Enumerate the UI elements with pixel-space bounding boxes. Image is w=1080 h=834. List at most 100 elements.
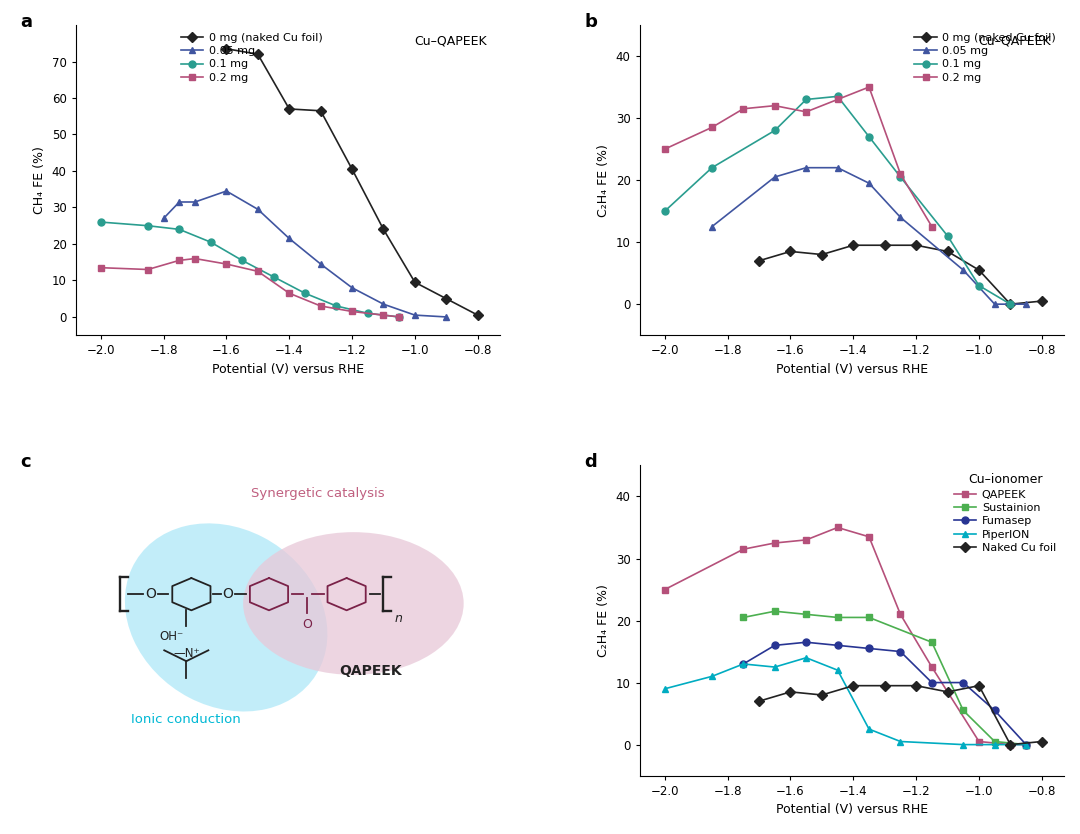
Line: PiperlON: PiperlON <box>661 655 1029 748</box>
0.2 mg <box>799 107 812 117</box>
0 mg (naked Cu foil) <box>972 265 985 275</box>
Text: O: O <box>222 587 233 601</box>
0 mg (naked Cu foil) <box>909 240 922 250</box>
Text: d: d <box>584 453 597 471</box>
X-axis label: Potential (V) versus RHE: Potential (V) versus RHE <box>775 363 928 376</box>
QAPEEK <box>894 610 907 620</box>
Naked Cu foil <box>972 681 985 691</box>
0.2 mg <box>926 222 939 232</box>
0.05 mg <box>157 214 170 224</box>
Line: 0.1 mg: 0.1 mg <box>661 93 1014 308</box>
Naked Cu foil <box>847 681 860 691</box>
Y-axis label: CH₄ FE (%): CH₄ FE (%) <box>33 146 46 214</box>
0 mg (naked Cu foil) <box>408 277 421 287</box>
PiperlON <box>832 666 845 676</box>
0.05 mg <box>832 163 845 173</box>
Legend: 0 mg (naked Cu foil), 0.05 mg, 0.1 mg, 0.2 mg: 0 mg (naked Cu foil), 0.05 mg, 0.1 mg, 0… <box>913 31 1058 85</box>
0.05 mg <box>863 178 876 188</box>
0 mg (naked Cu foil) <box>753 256 766 266</box>
0 mg (naked Cu foil) <box>847 240 860 250</box>
0.2 mg <box>768 101 781 111</box>
Line: 0 mg (naked Cu foil): 0 mg (naked Cu foil) <box>756 242 1045 308</box>
Sustainion <box>1020 740 1032 750</box>
Y-axis label: C₂H₄ FE (%): C₂H₄ FE (%) <box>597 143 610 217</box>
0.1 mg <box>799 94 812 104</box>
Fumasep <box>737 659 750 669</box>
0 mg (naked Cu foil) <box>283 104 296 114</box>
Text: Cu–QAPEEK: Cu–QAPEEK <box>415 34 487 48</box>
0.1 mg <box>94 217 107 227</box>
0.05 mg <box>440 312 453 322</box>
Naked Cu foil <box>1036 736 1049 746</box>
0.2 mg <box>393 312 406 322</box>
Fumasep <box>799 637 812 647</box>
PiperlON <box>659 684 672 694</box>
Naked Cu foil <box>815 690 828 700</box>
0.05 mg <box>894 213 907 223</box>
Ellipse shape <box>243 532 463 675</box>
0.05 mg <box>314 259 327 269</box>
Sustainion <box>832 612 845 622</box>
0.05 mg <box>705 222 718 232</box>
Fumasep <box>957 677 970 687</box>
0.05 mg <box>957 265 970 275</box>
Sustainion <box>863 612 876 622</box>
0.05 mg <box>220 186 233 196</box>
0.05 mg <box>988 299 1001 309</box>
0 mg (naked Cu foil) <box>941 246 954 256</box>
0.05 mg <box>283 234 296 244</box>
Fumasep <box>768 641 781 651</box>
0.2 mg <box>377 310 390 320</box>
0.1 mg <box>863 132 876 142</box>
0.1 mg <box>141 221 154 231</box>
Legend: QAPEEK, Sustainion, Fumasep, PiperlON, Naked Cu foil: QAPEEK, Sustainion, Fumasep, PiperlON, N… <box>951 471 1058 555</box>
Fumasep <box>863 644 876 654</box>
QAPEEK <box>832 522 845 532</box>
QAPEEK <box>1004 740 1017 750</box>
PiperlON <box>799 653 812 663</box>
PiperlON <box>863 724 876 734</box>
0.1 mg <box>329 301 342 311</box>
PiperlON <box>957 740 970 750</box>
0 mg (naked Cu foil) <box>252 49 265 59</box>
0 mg (naked Cu foil) <box>220 43 233 53</box>
Y-axis label: C₂H₄ FE (%): C₂H₄ FE (%) <box>597 584 610 657</box>
Legend: 0 mg (naked Cu foil), 0.05 mg, 0.1 mg, 0.2 mg: 0 mg (naked Cu foil), 0.05 mg, 0.1 mg, 0… <box>178 31 324 85</box>
0.2 mg <box>314 301 327 311</box>
Ellipse shape <box>125 524 327 711</box>
PiperlON <box>768 662 781 672</box>
0.1 mg <box>768 125 781 135</box>
Text: QAPEEK: QAPEEK <box>339 664 402 678</box>
Text: n: n <box>395 612 403 625</box>
Line: 0 mg (naked Cu foil): 0 mg (naked Cu foil) <box>222 45 482 319</box>
0.2 mg <box>252 266 265 276</box>
0.1 mg <box>393 312 406 322</box>
0.1 mg <box>705 163 718 173</box>
Naked Cu foil <box>909 681 922 691</box>
0.2 mg <box>832 94 845 104</box>
Text: Synergetic catalysis: Synergetic catalysis <box>251 487 384 500</box>
QAPEEK <box>972 736 985 746</box>
Fumasep <box>926 677 939 687</box>
Text: Ionic conduction: Ionic conduction <box>131 713 241 726</box>
Naked Cu foil <box>941 687 954 697</box>
0.1 mg <box>1004 299 1017 309</box>
Line: 0.05 mg: 0.05 mg <box>160 188 449 320</box>
0.05 mg <box>799 163 812 173</box>
PiperlON <box>737 659 750 669</box>
Sustainion <box>768 606 781 616</box>
Line: 0.2 mg: 0.2 mg <box>97 255 403 320</box>
0 mg (naked Cu foil) <box>815 249 828 259</box>
Fumasep <box>1020 740 1032 750</box>
0.05 mg <box>346 283 359 293</box>
Text: b: b <box>584 13 597 31</box>
0.1 mg <box>659 206 672 216</box>
0.05 mg <box>377 299 390 309</box>
0.1 mg <box>235 255 248 265</box>
0.05 mg <box>189 197 202 207</box>
Line: Sustainion: Sustainion <box>740 608 1029 748</box>
0.2 mg <box>737 103 750 113</box>
X-axis label: Potential (V) versus RHE: Potential (V) versus RHE <box>212 363 364 376</box>
Naked Cu foil <box>1004 740 1017 750</box>
Sustainion <box>926 637 939 647</box>
